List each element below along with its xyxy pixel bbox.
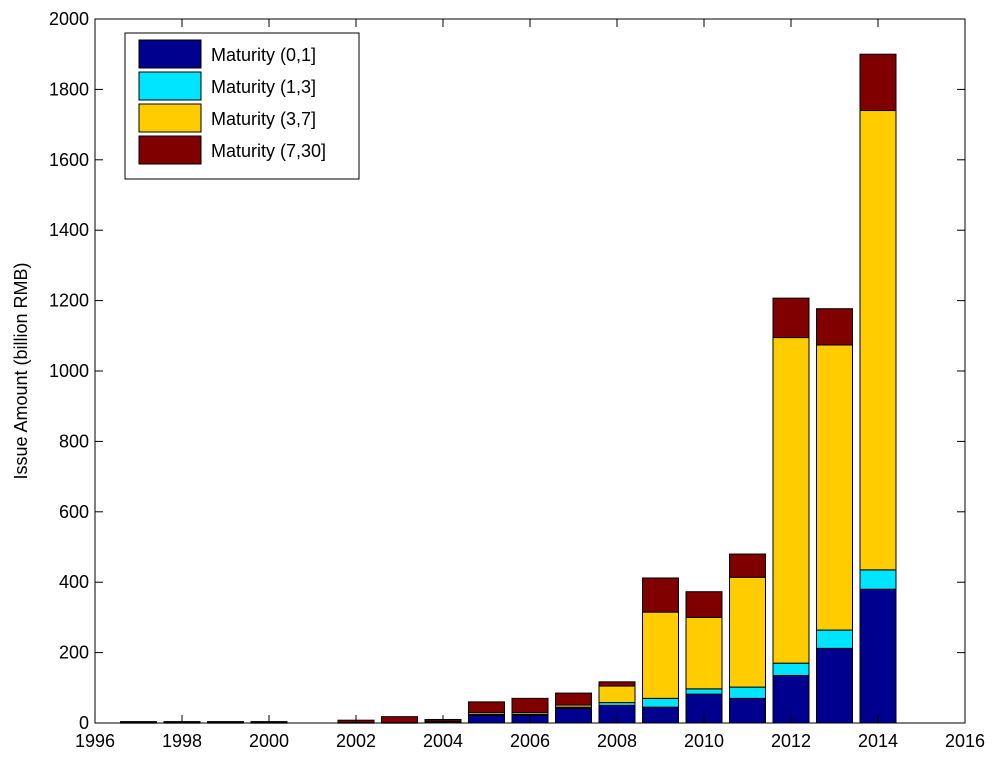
bar-segment-2009-s1: [642, 697, 679, 708]
bar-segment-1997-s3: [120, 721, 157, 724]
bar-segment-2008-s3: [598, 681, 636, 687]
bar-segment-2013-s1: [816, 629, 853, 649]
y-tick-label: 1200: [49, 291, 89, 311]
bar-segment-2007-s0: [555, 707, 592, 724]
bar-segment-2012-s3: [772, 297, 810, 339]
bar-segment-2013-s0: [816, 647, 853, 724]
axis-ticks: [94, 18, 966, 724]
bar-segment-2013-s2: [816, 344, 853, 631]
bar-segment-2005-s3: [468, 701, 505, 713]
legend: Maturity (0,1] Maturity (1,3] Maturity (3,…: [124, 32, 360, 180]
legend-label-3: Maturity (7,30]: [211, 141, 326, 161]
x-tick-label: 2002: [336, 731, 376, 751]
bar-segment-2012-s2: [772, 337, 810, 664]
legend-swatch-0: [138, 39, 202, 69]
legend-label-0: Maturity (0,1]: [211, 45, 316, 65]
bar-segment-2010-s2: [685, 616, 723, 690]
y-tick-label: 2000: [49, 9, 89, 29]
bar-segment-2013-s3: [816, 308, 853, 346]
y-tick-label: 200: [59, 643, 89, 663]
x-tick-label: 1996: [75, 731, 115, 751]
y-axis-label: Issue Amount (billion RMB): [11, 262, 31, 479]
bar-segment-1999-s3: [207, 721, 244, 724]
legend-swatch-1: [138, 71, 202, 101]
bar-segment-2011-s2: [729, 576, 766, 688]
bar-segment-2007-s3: [555, 692, 592, 706]
bar-segment-2011-s0: [729, 697, 766, 724]
x-tick-label: 2016: [945, 731, 985, 751]
x-tick-label: 2000: [249, 731, 289, 751]
axis-tick-labels: 1996 1998 2000 2002 2004 2006 2008 2010 2012 2014…: [49, 9, 985, 751]
bar-segment-2014-s2: [859, 110, 897, 571]
bar-segment-2014-s3: [859, 53, 897, 112]
bar-segment-2011-s1: [729, 686, 766, 699]
y-tick-label: 800: [59, 431, 89, 451]
x-tick-label: 2006: [510, 731, 550, 751]
bar-segment-2008-s2: [598, 685, 636, 704]
bar-segment-2009-s0: [642, 706, 679, 724]
x-tick-label: 2010: [684, 731, 724, 751]
x-tick-label: 2004: [423, 731, 463, 751]
bar-segment-2010-s1: [685, 688, 723, 695]
y-tick-label: 1000: [49, 361, 89, 381]
y-tick-label: 1400: [49, 220, 89, 240]
bars-group: [120, 53, 897, 724]
bar-segment-2003-s3: [381, 716, 418, 724]
y-tick-label: 0: [79, 713, 89, 733]
legend-swatch-3: [138, 135, 202, 165]
bar-segment-2014-s0: [859, 588, 897, 724]
y-tick-label: 400: [59, 572, 89, 592]
bar-segment-2006-s3: [511, 697, 549, 713]
x-tick-label: 1998: [162, 731, 202, 751]
legend-label-2: Maturity (3,7]: [211, 109, 316, 129]
bar-segment-2012-s1: [772, 662, 810, 676]
bar-segment-2010-s3: [685, 591, 723, 618]
bar-segment-2014-s1: [859, 569, 897, 590]
legend-swatch-2: [138, 103, 202, 133]
y-tick-label: 1800: [49, 79, 89, 99]
bar-segment-2005-s0: [468, 714, 505, 724]
bar-segment-2011-s3: [729, 553, 766, 578]
bar-segment-2009-s3: [642, 577, 679, 613]
x-tick-label: 2014: [858, 731, 898, 751]
y-tick-label: 600: [59, 502, 89, 522]
bar-segment-2009-s2: [642, 611, 679, 699]
x-tick-label: 2008: [597, 731, 637, 751]
legend-label-1: Maturity (1,3]: [211, 77, 316, 97]
x-tick-label: 2012: [771, 731, 811, 751]
y-tick-label: 1600: [49, 150, 89, 170]
